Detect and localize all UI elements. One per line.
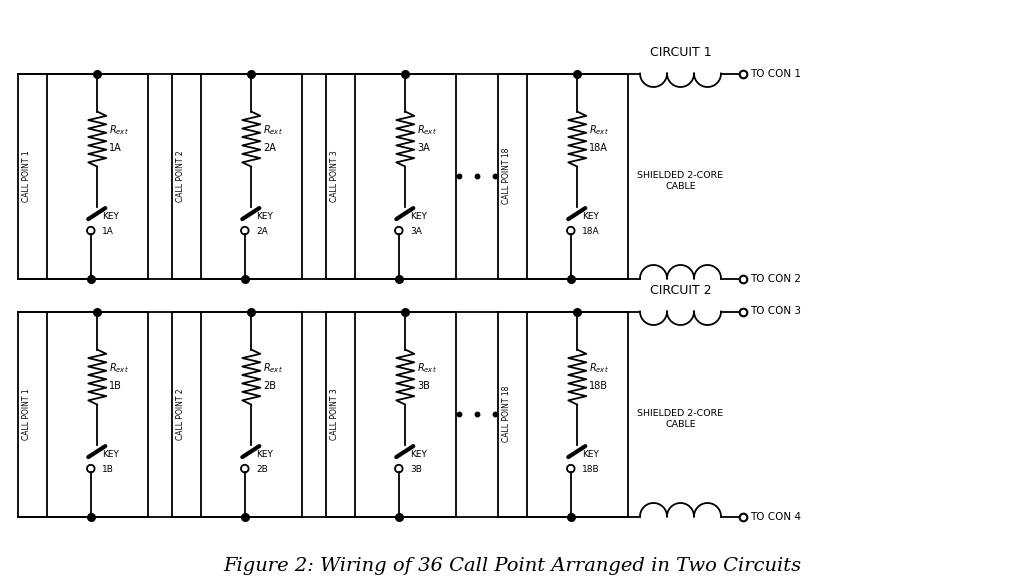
- Text: 2B: 2B: [256, 465, 268, 473]
- Text: TO CON 2: TO CON 2: [750, 274, 801, 284]
- Text: 2A: 2A: [263, 143, 276, 153]
- Text: CALL POINT 1: CALL POINT 1: [22, 150, 31, 202]
- Text: KEY: KEY: [411, 449, 427, 459]
- Text: SHIELDED 2-CORE
CABLE: SHIELDED 2-CORE CABLE: [637, 171, 724, 190]
- Text: $R_{ext}$: $R_{ext}$: [110, 123, 129, 137]
- Text: 18B: 18B: [589, 381, 608, 391]
- Text: 3A: 3A: [418, 143, 430, 153]
- Text: TO CON 3: TO CON 3: [750, 306, 801, 316]
- Text: KEY: KEY: [583, 212, 599, 220]
- Text: TO CON 1: TO CON 1: [750, 69, 801, 79]
- Bar: [18, 312, 148, 516]
- Text: KEY: KEY: [102, 449, 119, 459]
- Bar: [498, 73, 628, 278]
- Text: 1B: 1B: [110, 381, 122, 391]
- Text: CALL POINT 3: CALL POINT 3: [330, 388, 339, 440]
- Text: SHIELDED 2-CORE
CABLE: SHIELDED 2-CORE CABLE: [637, 409, 724, 429]
- Text: $R_{ext}$: $R_{ext}$: [589, 361, 609, 375]
- Text: KEY: KEY: [411, 212, 427, 220]
- Text: 18A: 18A: [589, 143, 608, 153]
- Bar: [172, 312, 302, 516]
- Text: TO CON 4: TO CON 4: [750, 512, 801, 522]
- Text: $R_{ext}$: $R_{ext}$: [110, 361, 129, 375]
- Text: CALL POINT 18: CALL POINT 18: [502, 386, 511, 442]
- Text: KEY: KEY: [256, 212, 273, 220]
- Text: CALL POINT 3: CALL POINT 3: [330, 150, 339, 202]
- Text: 1B: 1B: [102, 465, 114, 473]
- Text: 18B: 18B: [583, 465, 600, 473]
- Text: $R_{ext}$: $R_{ext}$: [263, 123, 284, 137]
- Text: KEY: KEY: [256, 449, 273, 459]
- Bar: [498, 312, 628, 516]
- Text: KEY: KEY: [102, 212, 119, 220]
- Text: 1A: 1A: [110, 143, 122, 153]
- Text: $R_{ext}$: $R_{ext}$: [263, 361, 284, 375]
- Text: KEY: KEY: [583, 449, 599, 459]
- Text: CALL POINT 2: CALL POINT 2: [176, 388, 185, 440]
- Text: 2A: 2A: [256, 227, 268, 236]
- Text: CIRCUIT 1: CIRCUIT 1: [650, 46, 712, 59]
- Text: CALL POINT 2: CALL POINT 2: [176, 150, 185, 202]
- Text: 3B: 3B: [418, 381, 430, 391]
- Bar: [326, 73, 456, 278]
- Text: Figure 2: Wiring of 36 Call Point Arranged in Two Circuits: Figure 2: Wiring of 36 Call Point Arrang…: [223, 557, 801, 575]
- Text: $R_{ext}$: $R_{ext}$: [589, 123, 609, 137]
- Bar: [326, 312, 456, 516]
- Bar: [18, 73, 148, 278]
- Text: $R_{ext}$: $R_{ext}$: [418, 361, 437, 375]
- Text: 18A: 18A: [583, 227, 600, 236]
- Bar: [172, 73, 302, 278]
- Text: 1A: 1A: [102, 227, 114, 236]
- Text: $R_{ext}$: $R_{ext}$: [418, 123, 437, 137]
- Text: 3A: 3A: [411, 227, 422, 236]
- Text: 2B: 2B: [263, 381, 276, 391]
- Text: CALL POINT 18: CALL POINT 18: [502, 148, 511, 204]
- Text: 3B: 3B: [411, 465, 422, 473]
- Text: CALL POINT 1: CALL POINT 1: [22, 388, 31, 440]
- Text: CIRCUIT 2: CIRCUIT 2: [650, 284, 712, 297]
